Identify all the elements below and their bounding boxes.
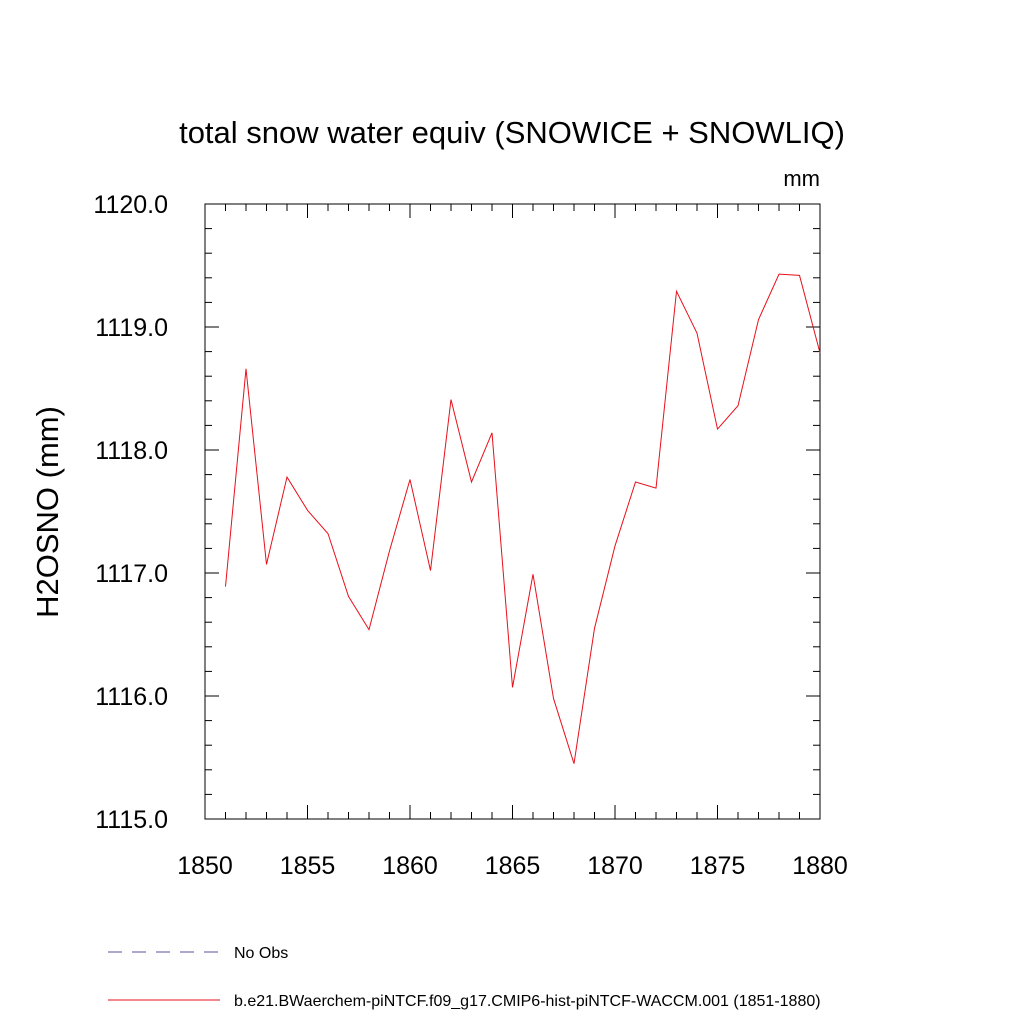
series-line-1 [225,273,821,764]
plot-frame [204,203,821,820]
units-label: mm [783,166,820,191]
x-tick-label: 1850 [177,852,233,880]
x-tick-label: 1865 [485,852,541,880]
chart-title: total snow water equiv (SNOWICE + SNOWLI… [179,115,845,150]
y-tick-label: 1116.0 [95,683,168,711]
y-tick-label: 1119.0 [95,314,168,342]
y-axis-label: H2OSNO (mm) [30,406,65,618]
x-tick-label: 1860 [382,852,438,880]
plot-axes: 1850 1855 1860 1865 1870 1875 1880 1115.0 1116.0… [93,191,847,880]
legend-label-0: No Obs [234,945,288,962]
legend: No Obs b.e21.BWaerchem-piNTCF.f09_g17.CMI… [108,945,821,1010]
y-tick-label: 1120.0 [93,191,168,219]
x-tick-label: 1880 [792,852,848,880]
y-tick-label: 1117.0 [95,560,168,588]
x-tick-label: 1870 [587,852,643,880]
x-tick-label: 1875 [690,852,746,880]
y-tick-label: 1115.0 [95,806,168,834]
legend-label-1: b.e21.BWaerchem-piNTCF.f09_g17.CMIP6-his… [234,993,821,1010]
x-tick-label: 1855 [280,852,336,880]
series-layer [225,273,821,764]
y-tick-label: 1118.0 [95,437,168,465]
